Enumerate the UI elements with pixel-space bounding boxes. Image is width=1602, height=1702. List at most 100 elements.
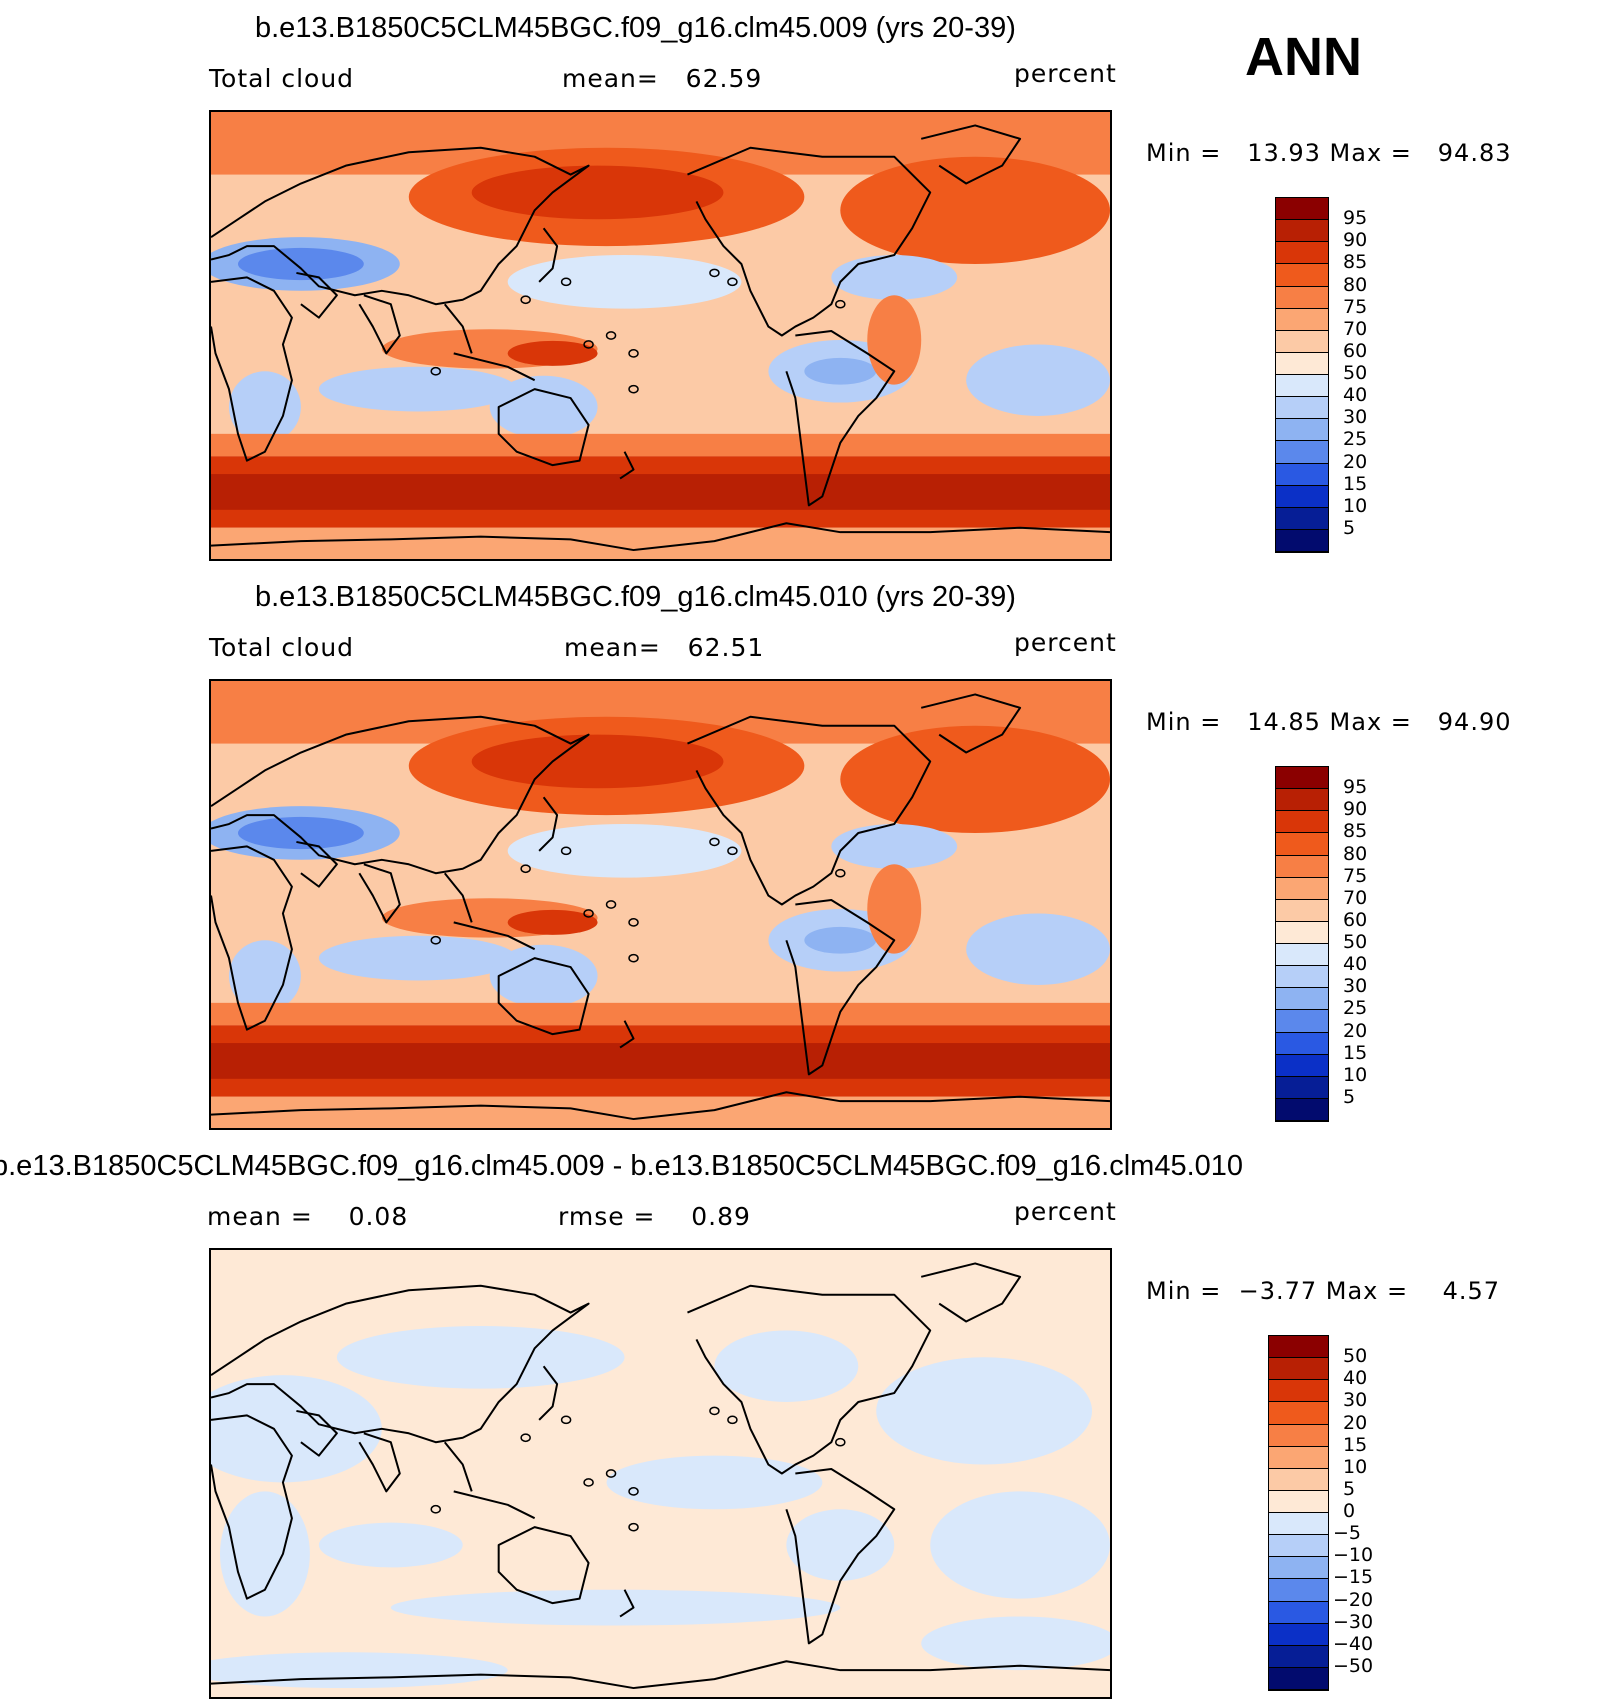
colorbar-tick-label: 30	[1343, 1389, 1368, 1412]
colorbar-swatch	[1269, 1667, 1328, 1690]
coastlines	[211, 1263, 1110, 1688]
colorbar-swatch	[1276, 877, 1328, 900]
panel-2-minmax: Min = 14.85 Max = 94.90	[1146, 708, 1512, 736]
colorbar-tick-label: 5	[1343, 1085, 1356, 1108]
colorbar-swatch	[1269, 1424, 1328, 1447]
colorbar-swatch	[1269, 1513, 1328, 1536]
panel-3-mean-label: mean = 0.08	[207, 1202, 409, 1231]
colorbar-tick-label: −50	[1333, 1654, 1374, 1677]
coastline	[786, 331, 894, 505]
map-field	[211, 112, 1110, 559]
colorbar-swatch	[1276, 899, 1328, 922]
island-outline	[607, 332, 616, 339]
island-outline	[629, 350, 638, 357]
panel-2-map	[209, 679, 1112, 1130]
panel-1-title: b.e13.B1850C5CLM45BGC.f09_g16.clm45.009 …	[255, 12, 1016, 44]
panel-3-rmse-label: rmse = 0.89	[558, 1202, 751, 1231]
coastline	[786, 900, 894, 1074]
coastline	[211, 277, 292, 460]
coastline	[211, 148, 589, 304]
panel-3-map-svg	[211, 1250, 1110, 1697]
colorbar-swatch	[1269, 1358, 1328, 1381]
coastline	[296, 273, 399, 353]
colorbar-swatch	[1276, 767, 1328, 790]
colorbar-swatch	[1269, 1623, 1328, 1646]
colorbar-swatch	[1269, 1579, 1328, 1602]
colorbar-swatch	[1276, 789, 1328, 812]
coastline	[921, 1263, 1020, 1321]
island-outline	[607, 901, 616, 908]
island-outline	[710, 269, 719, 276]
colorbar-tick-label: −10	[1333, 1544, 1374, 1567]
colorbar-tick-label: 50	[1343, 1345, 1368, 1368]
island-outline	[431, 937, 440, 944]
panel-1-colorbar	[1275, 197, 1329, 553]
colorbar-tick-label: 20	[1343, 450, 1368, 473]
colorbar-swatch	[1276, 988, 1328, 1011]
coastline	[539, 228, 557, 282]
colorbar-swatch	[1269, 1535, 1328, 1558]
colorbar-swatch	[1276, 419, 1328, 442]
island-outline	[836, 870, 845, 877]
colorbar-tick-label: 10	[1343, 494, 1368, 517]
colorbar-swatch	[1276, 375, 1328, 398]
island-outline	[562, 278, 571, 285]
colorbar-swatch	[1276, 198, 1328, 221]
colorbar-tick-label: 10	[1343, 1455, 1368, 1478]
panel-2-units-label: percent	[1014, 628, 1117, 657]
coastline	[296, 1411, 399, 1491]
coastline	[687, 1286, 930, 1474]
coastline	[921, 694, 1020, 752]
colorbar-swatch	[1276, 507, 1328, 530]
coastline	[211, 1286, 589, 1442]
island-outline	[629, 955, 638, 962]
colorbar-tick-label: 95	[1343, 207, 1368, 230]
colorbar-swatch	[1276, 1010, 1328, 1033]
island-outline	[521, 296, 530, 303]
panel-1-map	[209, 110, 1112, 561]
panel-3-title: b.e13.B1850C5CLM45BGC.f09_g16.clm45.009 …	[0, 1150, 1244, 1182]
island-outline	[431, 1506, 440, 1513]
island-outline	[836, 301, 845, 308]
colorbar-tick-label: 50	[1343, 931, 1368, 953]
coastline	[445, 1442, 535, 1518]
panel-3-minmax: Min = −3.77 Max = 4.57	[1146, 1277, 1501, 1305]
colorbar-swatch	[1269, 1336, 1328, 1359]
colorbar-tick-label: 95	[1343, 776, 1368, 799]
colorbar-swatch	[1276, 1098, 1328, 1121]
map-field	[211, 1250, 1110, 1697]
colorbar-tick-label: −20	[1333, 1588, 1374, 1611]
island-outline	[629, 1488, 638, 1495]
coastline	[539, 1366, 557, 1420]
colorbar-swatch	[1276, 242, 1328, 265]
colorbar-tick-label: 85	[1343, 820, 1368, 843]
colorbar-swatch	[1269, 1380, 1328, 1403]
coastline	[445, 304, 535, 380]
coastline	[499, 958, 589, 1034]
colorbar-tick-label: 50	[1343, 362, 1368, 384]
colorbar-swatch	[1276, 397, 1328, 420]
island-outline	[728, 1416, 737, 1423]
colorbar-swatch	[1276, 308, 1328, 331]
panel-2-title: b.e13.B1850C5CLM45BGC.f09_g16.clm45.010 …	[255, 581, 1016, 613]
coastline	[211, 1661, 1110, 1688]
colorbar-swatch	[1276, 1076, 1328, 1099]
colorbar-tick-label: 15	[1343, 1433, 1368, 1456]
coastline	[620, 452, 633, 479]
island-outline	[629, 386, 638, 393]
colorbar-tick-label: 70	[1343, 886, 1368, 909]
colorbar-swatch	[1276, 921, 1328, 944]
colorbar-tick-label: 80	[1343, 273, 1368, 296]
colorbar-swatch	[1269, 1468, 1328, 1491]
panel-3-colorbar	[1268, 1335, 1329, 1691]
colorbar-swatch	[1269, 1557, 1328, 1580]
colorbar-swatch	[1276, 1032, 1328, 1055]
coastline	[499, 1527, 589, 1603]
colorbar-swatch	[1276, 286, 1328, 309]
colorbar-tick-label: 10	[1343, 1063, 1368, 1086]
coastline	[211, 717, 589, 873]
colorbar-swatch	[1276, 1054, 1328, 1077]
island-outline	[710, 838, 719, 845]
island-outline	[629, 919, 638, 926]
colorbar-tick-label: 20	[1343, 1411, 1368, 1434]
